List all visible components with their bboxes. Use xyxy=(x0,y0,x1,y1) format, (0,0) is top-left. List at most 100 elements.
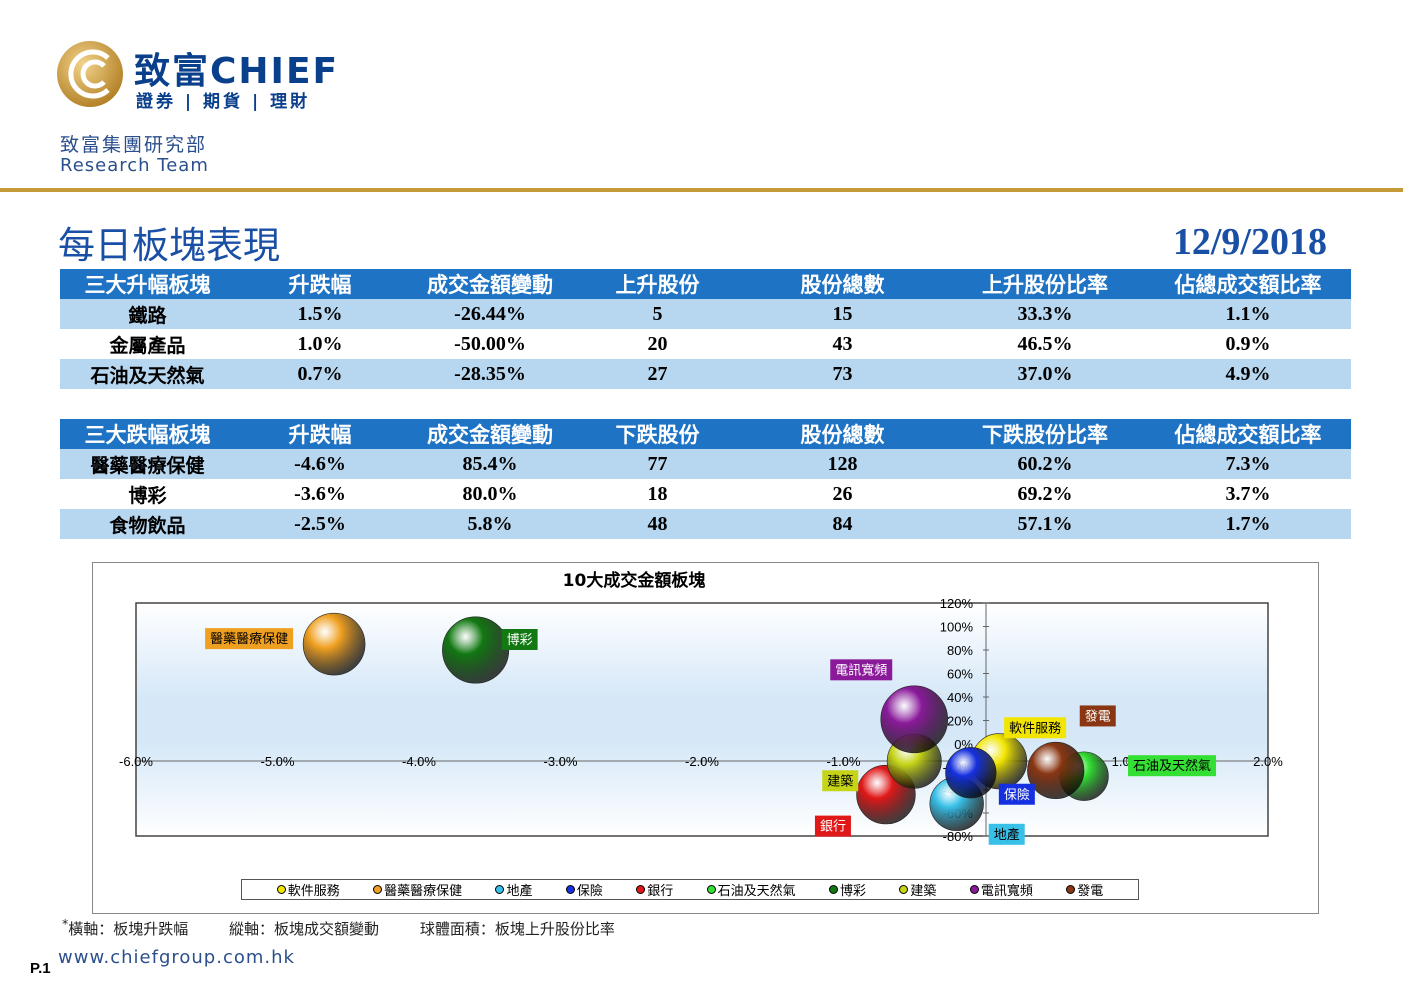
table-cell: 15 xyxy=(740,299,945,329)
table-row: 鐵路 1.5% -26.44% 5 15 33.3% 1.1% xyxy=(60,299,1351,329)
legend-item: 電訊寬頻 xyxy=(969,880,1033,899)
column-header: 升跌幅 xyxy=(235,419,405,449)
y-tick-label: 120% xyxy=(940,596,974,611)
logo-wordmark: 致富CHIEF xyxy=(134,51,340,92)
table-cell: 3.7% xyxy=(1225,482,1271,505)
bubble-label-box xyxy=(998,783,1035,805)
table-row: 博彩 -3.6% 80.0% 18 26 69.2% 3.7% xyxy=(60,479,1351,509)
table-cell: -4.6% xyxy=(235,449,405,479)
page-number: P.1 xyxy=(30,960,51,977)
bubble-label-box xyxy=(205,628,294,650)
table-row: 醫藥醫療保健 -4.6% 85.4% 77 128 60.2% 7.3% xyxy=(60,449,1351,479)
table-cell: 0.7% xyxy=(235,359,405,389)
column-header: 佔總成交額比率 xyxy=(1145,419,1351,449)
table-cell: 7.3% xyxy=(1145,449,1351,479)
legend-swatch xyxy=(899,885,909,894)
legend-label: 建築 xyxy=(910,884,937,899)
y-tick-label: 20% xyxy=(947,714,973,729)
legend-swatch xyxy=(829,885,839,894)
chart-title: 10大成交金額板塊 xyxy=(563,570,706,591)
bubble-label: 銀行 xyxy=(820,820,846,835)
legend-item: 地產 xyxy=(495,880,532,899)
legend-item: 發電 xyxy=(1066,880,1103,899)
x-tick-label: 2.0% xyxy=(1253,754,1283,769)
y-tick-label: 100% xyxy=(940,620,974,635)
table-cell: 46.5% xyxy=(1017,332,1073,355)
table-row: 金屬產品 1.0% -50.00% 20 43 46.5% 0.9% xyxy=(60,329,1351,359)
bubble-label: 地產 xyxy=(994,827,1020,843)
legend-label: 醫藥醫療保健 xyxy=(384,884,463,899)
table-cell: 20 xyxy=(647,332,668,355)
column-header: 下跌股份比率 xyxy=(945,419,1145,449)
bubble-label: 軟件服務 xyxy=(1009,720,1061,736)
x-tick-label: -2.0% xyxy=(685,754,719,769)
bubble-label: 電訊寬頻 xyxy=(835,662,887,678)
table-cell: 1.1% xyxy=(1145,299,1351,329)
table-cell: 26 xyxy=(832,482,853,505)
table-cell: 128 xyxy=(740,449,945,479)
bubble-label: 發電 xyxy=(1085,709,1111,724)
x-tick-label: -3.0% xyxy=(544,754,578,769)
bubble-point xyxy=(442,616,510,684)
x-tick-label: -6.0% xyxy=(119,754,153,769)
bubble-chart-canvas: 10大成交金額板塊 -6.0% -5.0% -4.0% -3.0% -2.0% -1.0%… xyxy=(119,570,1283,845)
x-tick-label: -1.0% xyxy=(827,754,861,769)
column-header: 三大升幅板塊 xyxy=(60,269,235,299)
bubble-point xyxy=(1027,741,1085,800)
bubble-point xyxy=(302,612,366,676)
x-tick-label: -4.0% xyxy=(402,754,436,769)
bubble-label-box xyxy=(822,770,859,792)
bubble-label-box xyxy=(830,659,893,681)
column-header: 成交金額變動 xyxy=(405,269,575,299)
bubble-label-box xyxy=(1004,717,1067,739)
legend-item: 醫藥醫療保健 xyxy=(373,880,462,899)
bubble-label: 保險 xyxy=(1004,788,1030,803)
table-cell: 4.9% xyxy=(1145,359,1351,389)
legend-item: 博彩 xyxy=(829,880,866,899)
bubble-point xyxy=(945,747,997,799)
column-header: 下跌股份 xyxy=(575,419,740,449)
department-name-cn: 致富集團研究部 xyxy=(60,134,208,156)
column-header: 佔總成交額比率 xyxy=(1145,269,1351,299)
sector-name: 醫藥醫療保健 xyxy=(60,449,235,479)
table-cell: -28.35% xyxy=(405,359,575,389)
table-cell: 73 xyxy=(740,359,945,389)
table-cell: 85.4% xyxy=(405,449,575,479)
table-header-row: 三大跌幅板塊 升跌幅 成交金額變動 下跌股份 股份總數 下跌股份比率 佔總成交額… xyxy=(60,419,1351,449)
legend-label: 地產 xyxy=(506,884,533,899)
table-cell: -3.6% xyxy=(294,482,346,505)
bubble-label: 建築 xyxy=(827,774,853,789)
table-cell: 43 xyxy=(832,332,853,355)
top-gainers-table: 三大升幅板塊 升跌幅 成交金額變動 上升股份 股份總數 上升股份比率 佔總成交額… xyxy=(60,269,1351,389)
table-cell: 84 xyxy=(740,509,945,539)
legend-label: 石油及天然氣 xyxy=(717,884,796,899)
legend-label: 銀行 xyxy=(647,884,674,899)
table-cell: 1.5% xyxy=(235,299,405,329)
column-header: 股份總數 xyxy=(740,269,945,299)
table-cell: 37.0% xyxy=(945,359,1145,389)
bubble-point xyxy=(880,685,949,754)
table-cell: 80.0% xyxy=(462,482,518,505)
table-header-row: 三大升幅板塊 升跌幅 成交金額變動 上升股份 股份總數 上升股份比率 佔總成交額… xyxy=(60,269,1351,299)
legend-label: 軟件服務 xyxy=(287,884,340,899)
table-cell: 48 xyxy=(575,509,740,539)
bubble-chart: 10大成交金額板塊 -6.0% -5.0% -4.0% -3.0% -2.0% -1.0%… xyxy=(92,562,1319,914)
logo-tagline: 證券 | 期貨 | 理財 xyxy=(136,92,311,112)
table-cell: 1.0% xyxy=(297,332,343,355)
legend-item: 石油及天然氣 xyxy=(706,880,796,899)
bubble-label: 石油及天然氣 xyxy=(1133,758,1211,774)
sector-name: 食物飲品 xyxy=(60,509,235,539)
legend-label: 電訊寬頻 xyxy=(980,884,1033,899)
x-tick-label: -5.0% xyxy=(261,754,295,769)
y-tick-label: 60% xyxy=(947,667,973,682)
header-divider xyxy=(0,188,1403,192)
legend-swatch xyxy=(565,885,575,894)
top-losers-table: 三大跌幅板塊 升跌幅 成交金額變動 下跌股份 股份總數 下跌股份比率 佔總成交額… xyxy=(60,419,1351,539)
bubble-label-box xyxy=(501,629,538,650)
legend-item: 銀行 xyxy=(636,880,673,899)
table-cell: 0.9% xyxy=(1225,332,1271,355)
footnote-y-axis: 縱軸：板塊成交額變動 xyxy=(229,920,380,938)
table-cell: -2.5% xyxy=(235,509,405,539)
table-row: 石油及天然氣 0.7% -28.35% 27 73 37.0% 4.9% xyxy=(60,359,1351,389)
bubble-label: 醫藥醫療保健 xyxy=(210,632,288,647)
